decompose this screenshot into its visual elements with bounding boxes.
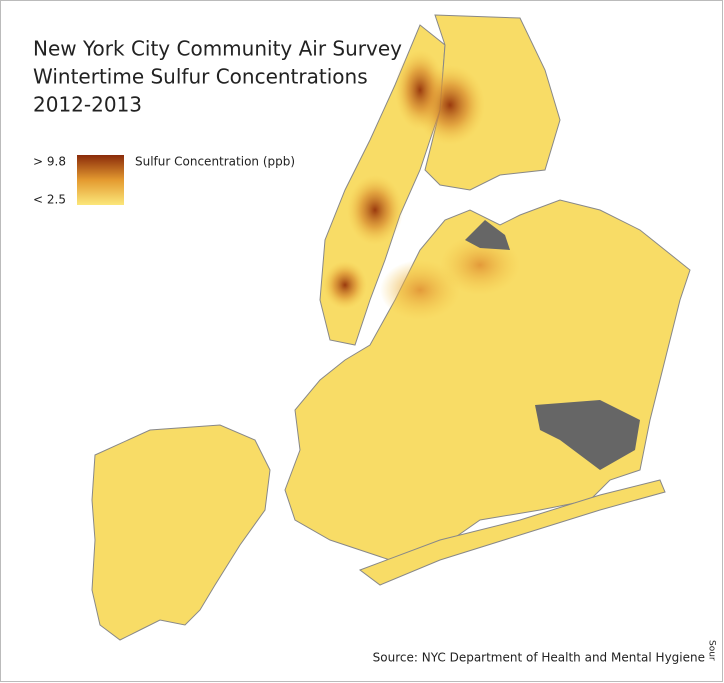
rockaway <box>358 479 666 586</box>
title-line: 2012-2013 <box>33 93 142 117</box>
source: Source: NYC Department of Health and Men… <box>373 651 705 665</box>
title-line: Wintertime Sulfur Concentrations <box>33 65 368 89</box>
legend-label: Sulfur Concentration (ppb) <box>135 155 295 169</box>
legend-swatch <box>77 155 124 205</box>
jfk <box>535 400 640 470</box>
staten-island <box>91 424 271 641</box>
legend-low: < 2.5 <box>33 193 66 207</box>
concentration-hotspots <box>323 50 520 320</box>
legend-high: > 9.8 <box>33 155 66 169</box>
brooklyn-queens <box>284 199 691 561</box>
edge-label: Sour <box>707 640 717 661</box>
laguardia <box>465 220 510 250</box>
title-line: New York City Community Air Survey <box>33 37 402 61</box>
